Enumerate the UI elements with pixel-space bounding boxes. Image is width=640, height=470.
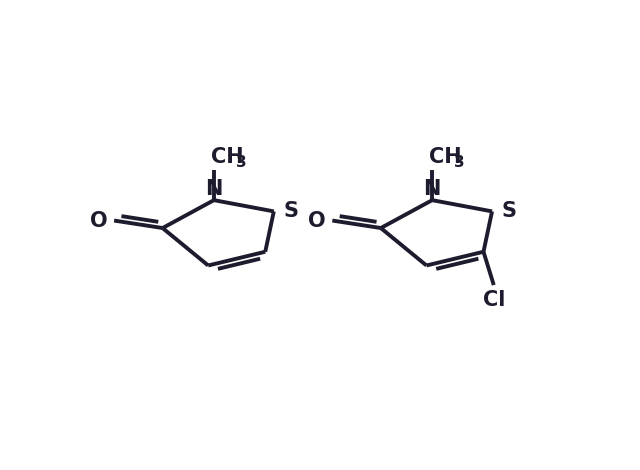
- Text: N: N: [424, 180, 441, 199]
- Text: O: O: [308, 211, 326, 231]
- Text: N: N: [205, 180, 223, 199]
- Text: 3: 3: [236, 155, 246, 170]
- Text: Cl: Cl: [483, 290, 505, 310]
- Text: CH: CH: [429, 147, 462, 167]
- Text: CH: CH: [211, 147, 244, 167]
- Text: 3: 3: [454, 155, 465, 170]
- Text: S: S: [284, 201, 298, 221]
- Text: S: S: [502, 201, 516, 221]
- Text: O: O: [90, 211, 108, 231]
